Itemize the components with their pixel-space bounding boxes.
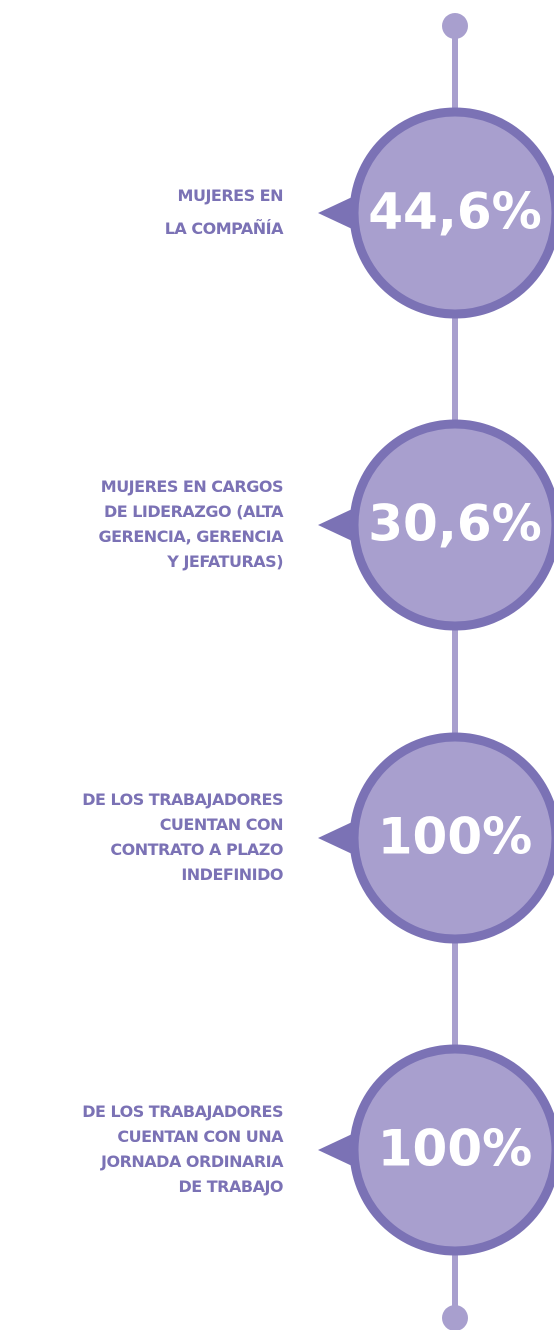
stat-value: 30,6% <box>368 495 541 553</box>
stat-label: LA COMPAÑÍA <box>165 219 284 238</box>
stat-label: MUJERES EN <box>178 186 283 205</box>
stat-label: DE LIDERAZGO (ALTA <box>104 502 284 521</box>
stat-label: GERENCIA, GERENCIA <box>98 527 284 546</box>
stat-label: JORNADA ORDINARIA <box>100 1152 284 1171</box>
stat-label: DE LOS TRABAJADORES <box>82 790 283 809</box>
timeline-dot <box>442 13 468 39</box>
stat-circle <box>349 107 554 319</box>
stat-label: CUENTAN CON <box>160 815 283 834</box>
stat-label: CONTRATO A PLAZO <box>110 840 283 859</box>
stat-label: CUENTAN CON UNA <box>117 1127 284 1146</box>
stat-label: DE TRABAJO <box>178 1177 283 1196</box>
stat-label: INDEFINIDO <box>181 865 283 884</box>
stat-value: 44,6% <box>368 183 541 241</box>
stat-value: 100% <box>378 808 532 866</box>
stat-label: Y JEFATURAS) <box>166 552 283 571</box>
stat-value: 100% <box>378 1120 532 1178</box>
stat-label: MUJERES EN CARGOS <box>101 477 283 496</box>
timeline-dot <box>442 1305 468 1330</box>
stat-label: DE LOS TRABAJADORES <box>82 1102 283 1121</box>
stat-circle <box>349 1044 554 1256</box>
stat-circle <box>349 419 554 631</box>
stat-circle <box>349 732 554 944</box>
